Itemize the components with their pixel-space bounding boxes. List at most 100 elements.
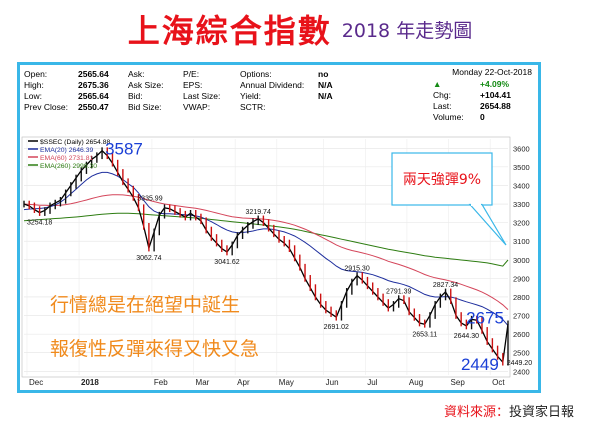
quote-panel: Open: 2565.64 Ask: P/E: Options: no High… — [20, 65, 538, 137]
source-credit: 資料來源：投資家日報 — [444, 401, 574, 420]
legend-label: EMA(260) 2999.30 — [40, 163, 97, 170]
y-tick-label: 2500 — [513, 349, 530, 358]
x-axis: Dec 2018 Feb Mar Apr May Jun Jul Aug Sep Oct — [29, 378, 505, 387]
big-label: 2675 — [466, 309, 504, 328]
y-tick-label: 3500 — [513, 163, 530, 172]
label-last: Last: — [433, 101, 452, 111]
value-prev-close: 2550.47 — [78, 102, 109, 112]
x-tick-label: Mar — [196, 378, 210, 387]
annotation-line-1: 行情總是在絕望中誕生 — [50, 294, 240, 316]
x-tick-label: Aug — [409, 378, 423, 387]
title-main: 上海綜合指數 — [127, 12, 332, 50]
x-tick-label: Apr — [237, 378, 250, 387]
price-label: 2691.02 — [324, 324, 349, 331]
big-labels: 3587 2675 2449 — [105, 140, 504, 374]
label-volume: Volume: — [433, 112, 464, 122]
label-ask: Ask: — [128, 69, 145, 79]
big-label: 2449 — [461, 355, 499, 374]
legend-label: EMA(60) 2731.81 — [40, 155, 93, 162]
value-change-pct: +4.09% — [480, 79, 510, 89]
series-line — [23, 171, 509, 326]
chart-frame: Open: 2565.64 Ask: P/E: Options: no High… — [17, 62, 541, 393]
value-chg: +104.41 — [480, 90, 511, 100]
series-lines — [23, 147, 509, 366]
price-label: 3219.74 — [246, 209, 271, 216]
series-line — [23, 194, 509, 310]
label-low: Low: — [24, 91, 42, 101]
price-label: 3062.74 — [136, 255, 161, 262]
label-vwap: VWAP: — [183, 102, 211, 112]
big-label: 3587 — [105, 140, 143, 159]
label-last-size: Last Size: — [183, 91, 221, 101]
y-tick-label: 2700 — [513, 312, 530, 321]
price-label: 3335.99 — [137, 195, 162, 202]
label-high: High: — [24, 80, 44, 90]
callout-pointer-cover — [471, 202, 481, 206]
x-tick-label: Jun — [326, 378, 339, 387]
y-tick-label: 2400 — [513, 367, 530, 376]
label-annual-dividend: Annual Dividend: — [240, 80, 305, 90]
y-tick-label: 3600 — [513, 144, 530, 153]
callout-text: 兩天強彈9% — [403, 172, 481, 188]
y-tick-label: 2600 — [513, 330, 530, 339]
value-open: 2565.64 — [78, 69, 109, 79]
callout-box — [391, 152, 493, 206]
y-tick-label: 3400 — [513, 181, 530, 190]
label-ask-size: Ask Size: — [128, 80, 164, 90]
x-tick-label: Dec — [29, 378, 43, 387]
x-tick-label: May — [279, 378, 294, 387]
price-label: 2827.34 — [433, 282, 458, 289]
label-bid-size: Bid Size: — [128, 102, 162, 112]
price-label: 2791.39 — [386, 289, 411, 296]
label-options: Options: — [240, 69, 272, 79]
annotation-line-2: 報復性反彈來得又快又急 — [50, 338, 259, 360]
label-eps: EPS: — [183, 80, 203, 90]
label-yield: Yield: — [240, 91, 261, 101]
label-open: Open: — [24, 69, 48, 79]
series-line — [23, 149, 509, 364]
title-sub: 2018 年走勢圖 — [341, 19, 473, 42]
value-low: 2565.64 — [78, 91, 109, 101]
label-bid: Bid: — [128, 91, 143, 101]
value-annual-dividend: N/A — [318, 80, 333, 90]
price-label: 2644.30 — [454, 333, 479, 340]
x-tick-label: Jul — [367, 378, 377, 387]
source-label: 資料來源： — [443, 405, 509, 420]
label-chg: Chg: — [433, 90, 451, 100]
x-tick-label: Oct — [492, 378, 505, 387]
y-axis: 2400 2500 2600 2700 2800 2900 3000 3100 3200 3300… — [513, 144, 530, 376]
price-label: 3254.18 — [27, 220, 52, 227]
label-prev-close: Prev Close: — [24, 102, 68, 112]
y-tick-label: 3200 — [513, 219, 530, 228]
price-label: 2653.11 — [412, 331, 437, 338]
y-tick-label: 2800 — [513, 293, 530, 302]
value-volume: 0 — [480, 112, 485, 122]
y-tick-label: 3100 — [513, 237, 530, 246]
y-tick-label: 3000 — [513, 256, 530, 265]
quote-date: Monday 22-Oct-2018 — [452, 67, 532, 77]
value-yield: N/A — [318, 91, 333, 101]
value-high: 2675.36 — [78, 80, 109, 90]
grid-lines — [24, 139, 508, 375]
price-chart: 2400 2500 2600 2700 2800 2900 3000 3100 3200 3300… — [21, 136, 532, 387]
y-tick-label: 3300 — [513, 200, 530, 209]
price-label: 2449.20 — [507, 360, 532, 367]
x-tick-label: Sep — [451, 378, 466, 387]
y-tick-label: 2900 — [513, 274, 530, 283]
source-name: 投資家日報 — [508, 405, 574, 420]
price-label: 2915.30 — [344, 266, 369, 273]
up-arrow-icon: ▲ — [433, 79, 442, 89]
label-pe: P/E: — [183, 69, 200, 79]
legend-label: $SSEC (Daily) 2654.88 — [40, 139, 110, 146]
x-tick-label: 2018 — [81, 378, 99, 387]
page-title: 上海綜合指數 2018 年走勢圖 — [0, 6, 600, 52]
price-labels: 3254.18 3335.99 3062.74 3219.74 3041.62 2915.… — [27, 195, 532, 367]
label-sctr: SCTR: — [240, 102, 266, 112]
price-label: 3041.62 — [214, 259, 239, 266]
callout-group: 兩天強彈9% — [391, 152, 507, 246]
legend-label: EMA(20) 2646.39 — [40, 147, 93, 154]
value-options: no — [318, 69, 329, 79]
x-tick-label: Feb — [154, 378, 168, 387]
value-last: 2654.88 — [480, 101, 511, 111]
